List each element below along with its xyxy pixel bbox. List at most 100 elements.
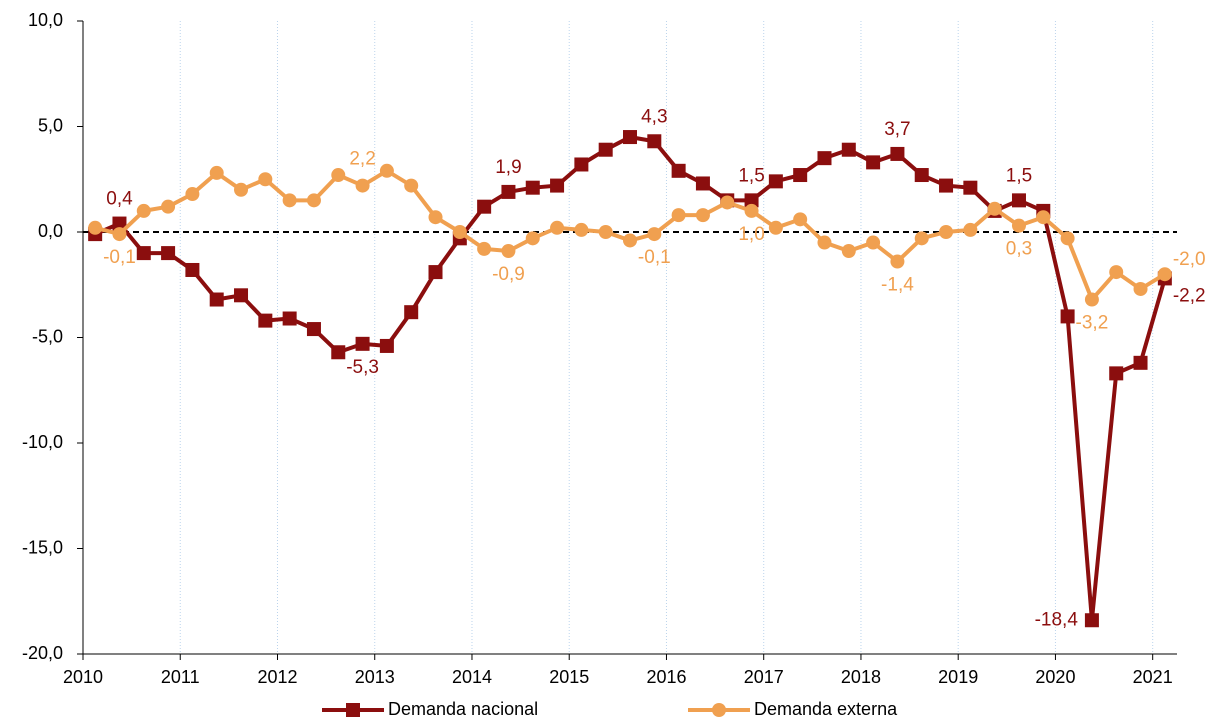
marker — [866, 235, 881, 250]
x-tick-label: 2021 — [1133, 667, 1173, 687]
marker — [890, 254, 905, 269]
data-label: 1,5 — [738, 165, 764, 186]
marker — [136, 203, 151, 218]
marker — [1060, 231, 1075, 246]
marker — [768, 174, 783, 189]
marker — [136, 246, 151, 261]
marker — [1060, 309, 1075, 324]
data-label: 0,3 — [1006, 239, 1032, 260]
marker — [1109, 265, 1124, 280]
marker — [841, 243, 856, 258]
marker — [282, 193, 297, 208]
legend-marker — [346, 703, 360, 717]
marker — [841, 142, 856, 157]
marker — [258, 172, 273, 187]
marker — [355, 178, 370, 193]
x-tick-label: 2012 — [257, 667, 297, 687]
marker — [623, 233, 637, 248]
marker — [817, 235, 832, 250]
marker — [112, 216, 127, 231]
marker — [258, 313, 273, 328]
marker — [647, 134, 662, 149]
data-label: 1,5 — [1006, 165, 1032, 186]
marker — [404, 305, 419, 320]
marker — [963, 180, 978, 195]
marker — [1036, 210, 1051, 225]
legend-label: Demanda externa — [754, 699, 898, 719]
y-tick-label: 10,0 — [28, 10, 63, 30]
data-label: -1,4 — [881, 275, 914, 296]
marker — [647, 227, 662, 242]
marker — [112, 227, 127, 242]
marker — [890, 146, 905, 161]
marker — [185, 187, 200, 202]
x-tick-label: 2014 — [452, 667, 492, 687]
marker — [598, 142, 613, 157]
legend-marker — [712, 703, 726, 717]
data-label: -5,3 — [346, 357, 379, 378]
y-tick-label: 0,0 — [38, 221, 63, 241]
data-label: 4,3 — [641, 106, 667, 127]
x-tick-label: 2019 — [938, 667, 978, 687]
series-line — [94, 135, 1167, 623]
marker — [1133, 355, 1148, 370]
marker — [161, 246, 176, 261]
marker — [306, 193, 321, 208]
marker — [695, 208, 710, 223]
marker — [1011, 193, 1026, 208]
marker — [1011, 218, 1026, 233]
marker — [88, 220, 103, 235]
marker — [404, 178, 419, 193]
marker — [550, 220, 565, 235]
data-label: -2,2 — [1173, 285, 1206, 306]
marker — [185, 262, 200, 277]
marker — [209, 292, 224, 307]
data-label: 2,2 — [349, 149, 375, 170]
marker — [477, 199, 492, 214]
marker — [671, 163, 686, 178]
marker — [671, 208, 686, 223]
marker — [1133, 281, 1148, 296]
marker — [379, 163, 394, 178]
marker — [914, 231, 929, 246]
marker — [768, 220, 783, 235]
y-tick-label: -20,0 — [22, 643, 63, 663]
legend-label: Demanda nacional — [388, 699, 538, 719]
marker — [744, 203, 759, 218]
marker — [914, 168, 929, 183]
x-tick-label: 2020 — [1035, 667, 1075, 687]
marker — [574, 222, 589, 237]
x-tick-label: 2010 — [63, 667, 103, 687]
marker — [209, 165, 224, 180]
marker — [817, 151, 832, 166]
marker — [428, 210, 443, 225]
data-label: 0,4 — [106, 189, 133, 210]
x-tick-label: 2015 — [549, 667, 589, 687]
marker — [525, 231, 540, 246]
marker — [550, 178, 565, 193]
y-tick-label: 5,0 — [38, 115, 63, 135]
marker — [1084, 613, 1099, 628]
x-tick-label: 2017 — [744, 667, 784, 687]
x-tick-label: 2013 — [355, 667, 395, 687]
data-label: 1,0 — [738, 224, 764, 245]
x-tick-label: 2018 — [841, 667, 881, 687]
marker — [355, 336, 370, 351]
marker — [963, 222, 978, 237]
marker — [161, 199, 176, 214]
marker — [234, 182, 249, 197]
data-label: -2,0 — [1173, 249, 1206, 270]
marker — [695, 176, 710, 191]
data-label: -0,9 — [492, 264, 525, 285]
marker — [574, 157, 589, 172]
marker — [744, 193, 759, 208]
marker — [866, 155, 881, 170]
marker — [501, 243, 516, 258]
marker — [720, 195, 735, 210]
marker — [793, 212, 808, 227]
marker — [234, 288, 249, 303]
marker — [331, 345, 346, 360]
y-tick-label: -15,0 — [22, 537, 63, 557]
marker — [282, 311, 297, 326]
